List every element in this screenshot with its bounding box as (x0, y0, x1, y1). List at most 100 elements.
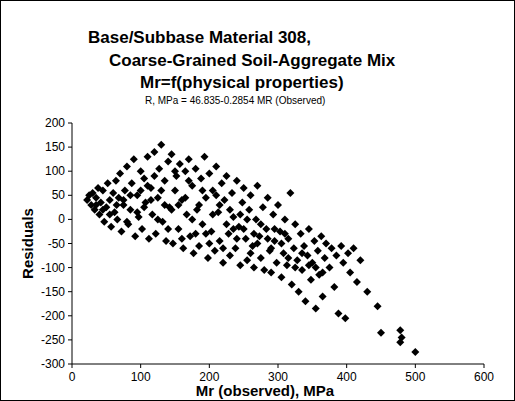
y-tick-label: -300 (41, 357, 65, 371)
point (192, 230, 200, 238)
point (195, 242, 203, 250)
point (411, 348, 419, 356)
point (195, 201, 203, 209)
y-tick (68, 195, 72, 196)
point (332, 252, 340, 260)
point (126, 206, 134, 214)
point (116, 170, 124, 178)
point (291, 264, 299, 272)
point (190, 249, 198, 257)
point (226, 206, 234, 214)
point (192, 165, 200, 173)
point (233, 235, 241, 243)
point (137, 186, 145, 194)
point (300, 242, 308, 250)
point (298, 249, 306, 257)
point (106, 211, 114, 219)
y-tick (68, 219, 72, 220)
point (271, 237, 279, 245)
point (228, 189, 236, 197)
point (220, 196, 228, 204)
point (131, 232, 139, 240)
y-tick-label: -250 (41, 333, 65, 347)
point (269, 211, 277, 219)
point (321, 254, 329, 262)
y-tick (68, 315, 72, 316)
point (161, 177, 169, 185)
title: Base/Subbase Material 308, (88, 28, 311, 47)
point (312, 264, 320, 272)
point (264, 235, 272, 243)
y-tick-label: 100 (45, 164, 65, 178)
point (283, 261, 291, 269)
point (154, 215, 162, 223)
point (252, 215, 260, 223)
x-tick-label: 0 (69, 370, 76, 384)
point (169, 240, 177, 248)
point (161, 201, 169, 209)
point (307, 276, 315, 284)
title: Coarse-Grained Soil-Aggregate Mix (109, 51, 396, 70)
x-tick (140, 364, 141, 368)
point (150, 172, 158, 180)
point (223, 172, 231, 180)
point (240, 225, 248, 233)
point (164, 158, 172, 166)
point (123, 218, 131, 226)
chart-border (1, 1, 515, 401)
y-axis-label: Residuals (19, 208, 36, 279)
point (219, 244, 227, 252)
point (176, 160, 184, 168)
point (179, 244, 187, 252)
point (178, 235, 186, 243)
point (257, 220, 265, 228)
x-tick (209, 364, 210, 368)
point (128, 179, 136, 187)
point (155, 165, 163, 173)
x-tick (484, 364, 485, 368)
point (337, 242, 345, 250)
x-tick-label: 400 (337, 370, 357, 384)
subtitle: R, MPa = 46.835-0.2854 MR (Observed) (145, 95, 325, 106)
point (267, 244, 275, 252)
point (219, 259, 227, 267)
point (253, 240, 261, 248)
point (319, 268, 327, 276)
title: Mr=f(physical properties) (140, 73, 344, 92)
point (121, 186, 129, 194)
point (202, 230, 210, 238)
point (298, 266, 306, 274)
point (377, 329, 385, 337)
point (147, 196, 155, 204)
x-tick (278, 364, 279, 368)
x-tick (346, 364, 347, 368)
point (286, 189, 294, 197)
point (104, 179, 112, 187)
point (326, 264, 334, 272)
point (157, 186, 165, 194)
point (92, 201, 100, 209)
y-tick (68, 171, 72, 172)
y-tick-label: 150 (45, 140, 65, 154)
point (236, 261, 244, 269)
point (152, 230, 160, 238)
point (181, 167, 189, 175)
x-tick-label: 600 (474, 370, 494, 384)
point (238, 199, 246, 207)
point (144, 182, 152, 190)
x-axis (72, 364, 484, 365)
x-tick-label: 200 (199, 370, 219, 384)
point (257, 254, 265, 262)
point (247, 249, 255, 257)
point (398, 333, 406, 341)
point (201, 153, 209, 161)
point (264, 194, 272, 202)
point (271, 225, 279, 233)
point (281, 215, 289, 223)
point (148, 211, 156, 219)
point (374, 302, 382, 310)
point (310, 237, 318, 245)
point (164, 225, 172, 233)
point (245, 206, 253, 214)
y-tick-label: -150 (41, 285, 65, 299)
